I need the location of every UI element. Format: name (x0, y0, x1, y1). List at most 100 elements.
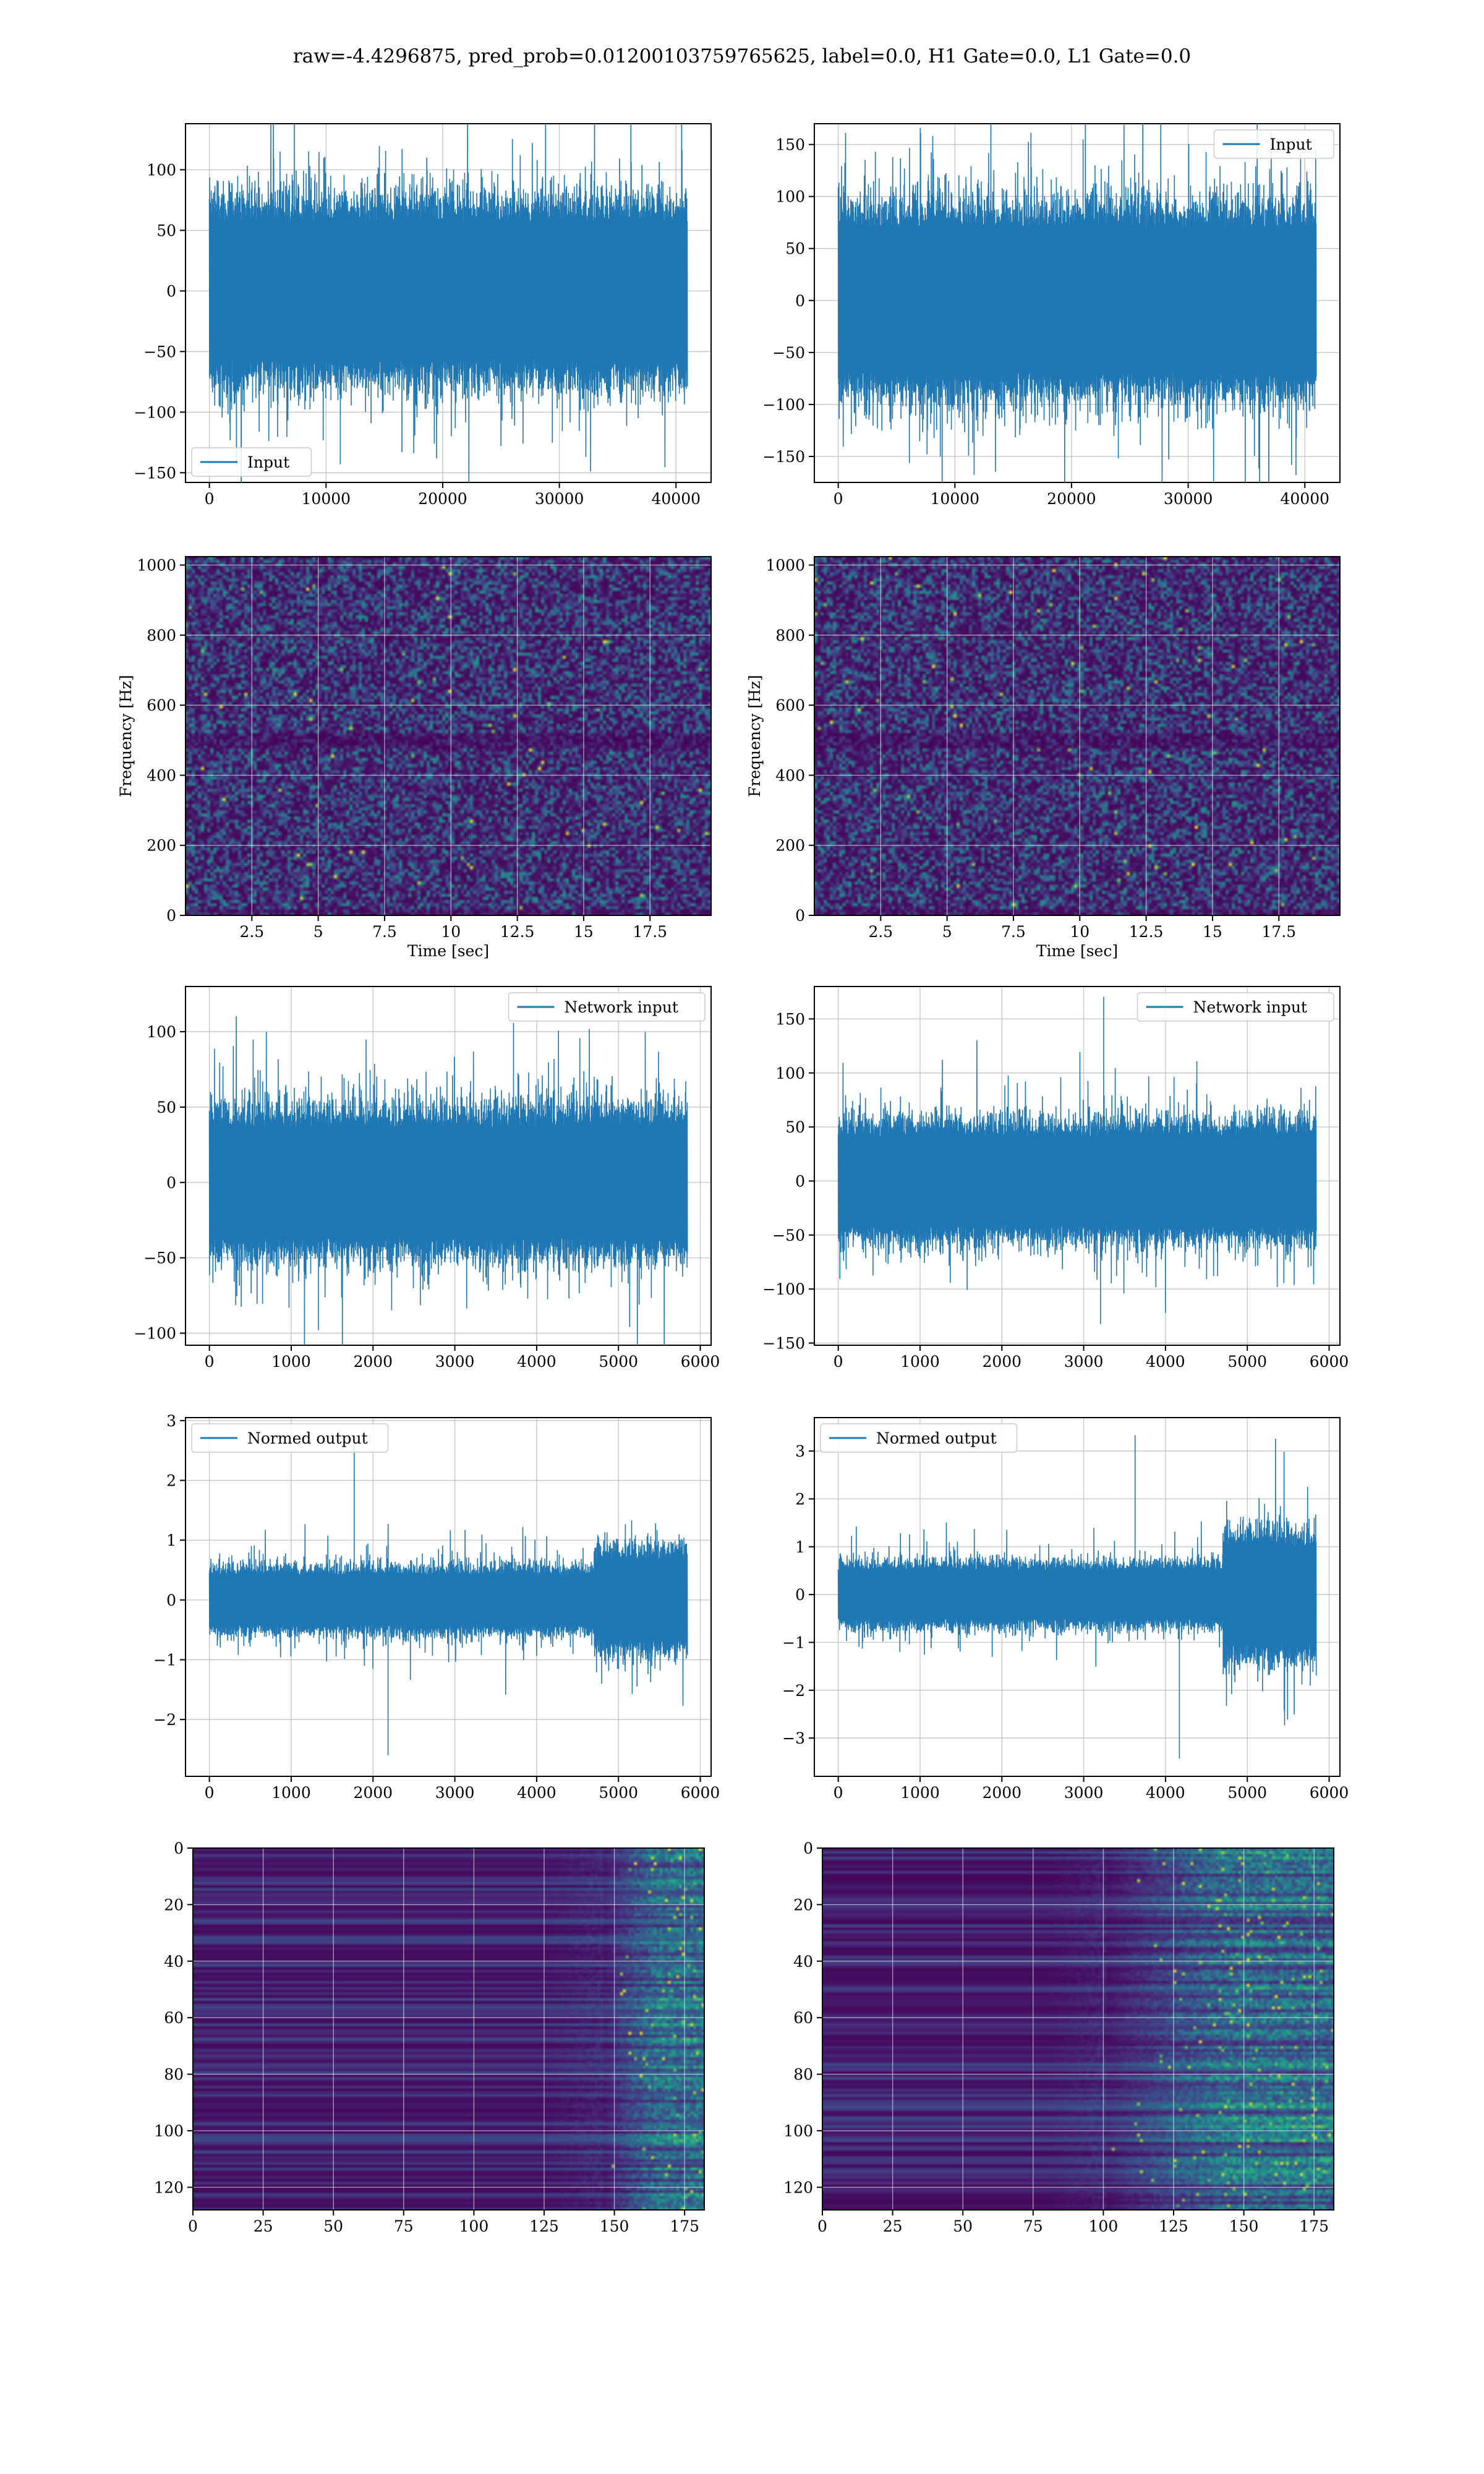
x-tick-label: 0 (834, 1353, 843, 1371)
axes-frame (814, 556, 1341, 916)
tick-labels: 0 25 50 75 100 125 150 175 0 20 40 60 80 100 120 (783, 1839, 1329, 2235)
activation-map-image (193, 1848, 704, 2210)
y-tick-label: 120 (154, 2178, 184, 2196)
y-tick-label: −3 (782, 1729, 805, 1747)
x-tick-label: 5000 (599, 1784, 638, 1802)
y-tick-label: 2 (795, 1490, 805, 1508)
legend-label: Normed output (247, 1429, 368, 1447)
y-tick-label: −150 (762, 448, 805, 466)
y-tick-label: 20 (793, 1896, 813, 1914)
y-tick-label: 20 (164, 1896, 184, 1914)
y-tick-label: −50 (143, 343, 176, 361)
legend-box (1213, 129, 1334, 159)
y-tick-label: 50 (785, 1118, 805, 1136)
grid (814, 557, 1340, 916)
x-tick-label: 20000 (1047, 490, 1096, 508)
axes-frame (814, 986, 1341, 1346)
x-tick-label: 1000 (900, 1353, 940, 1371)
panel-r1c1: 0 10000 20000 30000 40000 −150 −100 −50 0 50 100 In… (134, 123, 712, 508)
y-tick-label: 50 (156, 1098, 176, 1116)
y-tick-label: −1 (782, 1633, 805, 1651)
series-line (837, 1435, 1317, 1759)
x-tick-label: 0 (188, 2217, 198, 2235)
x-tick-label: 15 (1203, 923, 1222, 941)
x-tick-label: 4000 (1146, 1353, 1185, 1371)
x-tick-label: 1000 (271, 1784, 311, 1802)
y-tick-label: −100 (134, 1325, 176, 1343)
y-tick-label: 40 (164, 1953, 184, 1971)
legend-label: Normed output (876, 1429, 997, 1447)
x-tick-label: 5000 (1227, 1784, 1267, 1802)
x-tick-label: 25 (883, 2217, 903, 2235)
y-tick-label: 0 (803, 1839, 813, 1857)
y-tick-label: −2 (153, 1711, 176, 1729)
x-tick-label: 2.5 (868, 923, 893, 941)
y-tick-label: 50 (785, 240, 805, 258)
x-tick-label: 2000 (982, 1353, 1021, 1371)
tick-labels: 0 1000 2000 3000 4000 5000 6000 −2 −1 0 1 2 3 (153, 1412, 720, 1802)
axes-frame (192, 1847, 705, 2211)
x-tick-label: 3000 (1064, 1784, 1104, 1802)
panel-r1c2: 0 10000 20000 30000 40000 −150 −100 −50 0 50 100 15… (762, 123, 1341, 508)
y-tick-label: 100 (783, 2122, 813, 2140)
y-tick-label: −1 (153, 1651, 176, 1669)
y-tick-label: −50 (772, 1226, 805, 1244)
tick-labels: 2.5 5 7.5 10 12.5 15 17.5 0 200 400 600 800 1000 (765, 557, 1296, 941)
series-line (837, 996, 1317, 1324)
x-tick-label: 0 (834, 490, 843, 508)
legend-box (191, 1423, 389, 1453)
panel-r4c1: 0 1000 2000 3000 4000 5000 6000 −2 −1 0 1 2 3 Normed … (153, 1412, 720, 1802)
y-tick-label: 600 (775, 696, 805, 714)
x-tick-label: 5 (313, 923, 323, 941)
y-tick-label: −2 (782, 1682, 805, 1700)
legend: Normed output (191, 1423, 389, 1453)
x-tick-label: 125 (529, 2217, 559, 2235)
x-tick-label: 10 (1070, 923, 1090, 941)
x-tick-label: 30000 (1164, 490, 1213, 508)
y-axis-label: Frequency [Hz] (746, 675, 764, 797)
y-tick-label: −100 (762, 1280, 805, 1298)
spectrogram-image (186, 557, 711, 915)
legend-label: Input (247, 453, 289, 471)
y-tick-label: 0 (166, 282, 176, 300)
x-tick-label: 30000 (535, 490, 584, 508)
x-tick-label: 6000 (1310, 1784, 1349, 1802)
x-tick-label: 25 (254, 2217, 273, 2235)
y-tick-label: 150 (775, 1010, 805, 1028)
y-tick-label: 1000 (137, 557, 176, 575)
figure-title: raw=-4.4296875, pred_prob=0.012001037597… (293, 45, 1191, 67)
y-tick-label: 120 (783, 2178, 813, 2196)
x-tick-label: 10000 (931, 490, 980, 508)
y-tick-label: 100 (154, 2122, 184, 2140)
panel-r3c1: 0 1000 2000 3000 4000 5000 6000 −100 −50 0 50 100 Ne… (134, 986, 720, 1371)
axes-frame (185, 123, 712, 483)
tick-labels: 2.5 5 7.5 10 12.5 15 17.5 0 200 400 600 800 1000 (137, 557, 667, 941)
x-tick-label: 0 (834, 1784, 843, 1802)
x-tick-label: 3000 (435, 1353, 475, 1371)
x-tick-label: 10000 (302, 490, 351, 508)
x-tick-label: 50 (323, 2217, 343, 2235)
legend-box (191, 447, 312, 477)
y-tick-label: 1000 (765, 557, 805, 575)
y-tick-label: −150 (134, 464, 176, 482)
x-tick-label: 3000 (435, 1784, 475, 1802)
x-tick-label: 6000 (681, 1353, 720, 1371)
y-tick-label: 0 (795, 1172, 805, 1190)
y-tick-label: 80 (793, 2066, 813, 2084)
x-tick-label: 175 (1299, 2217, 1329, 2235)
axes-frame (814, 123, 1341, 483)
x-tick-label: 150 (1229, 2217, 1259, 2235)
grid (186, 557, 711, 916)
y-tick-label: 60 (793, 2009, 813, 2027)
x-tick-label: 7.5 (372, 923, 397, 941)
x-tick-label: 0 (205, 1353, 215, 1371)
y-tick-label: 200 (775, 837, 805, 855)
legend: Input (1213, 129, 1334, 159)
x-tick-label: 0 (817, 2217, 827, 2235)
x-tick-label: 1000 (271, 1353, 311, 1371)
x-tick-label: 75 (1023, 2217, 1043, 2235)
y-axis-label: Frequency [Hz] (117, 675, 135, 797)
y-tick-label: −50 (143, 1249, 176, 1267)
axes-frame (185, 986, 712, 1346)
series-line (208, 124, 688, 482)
